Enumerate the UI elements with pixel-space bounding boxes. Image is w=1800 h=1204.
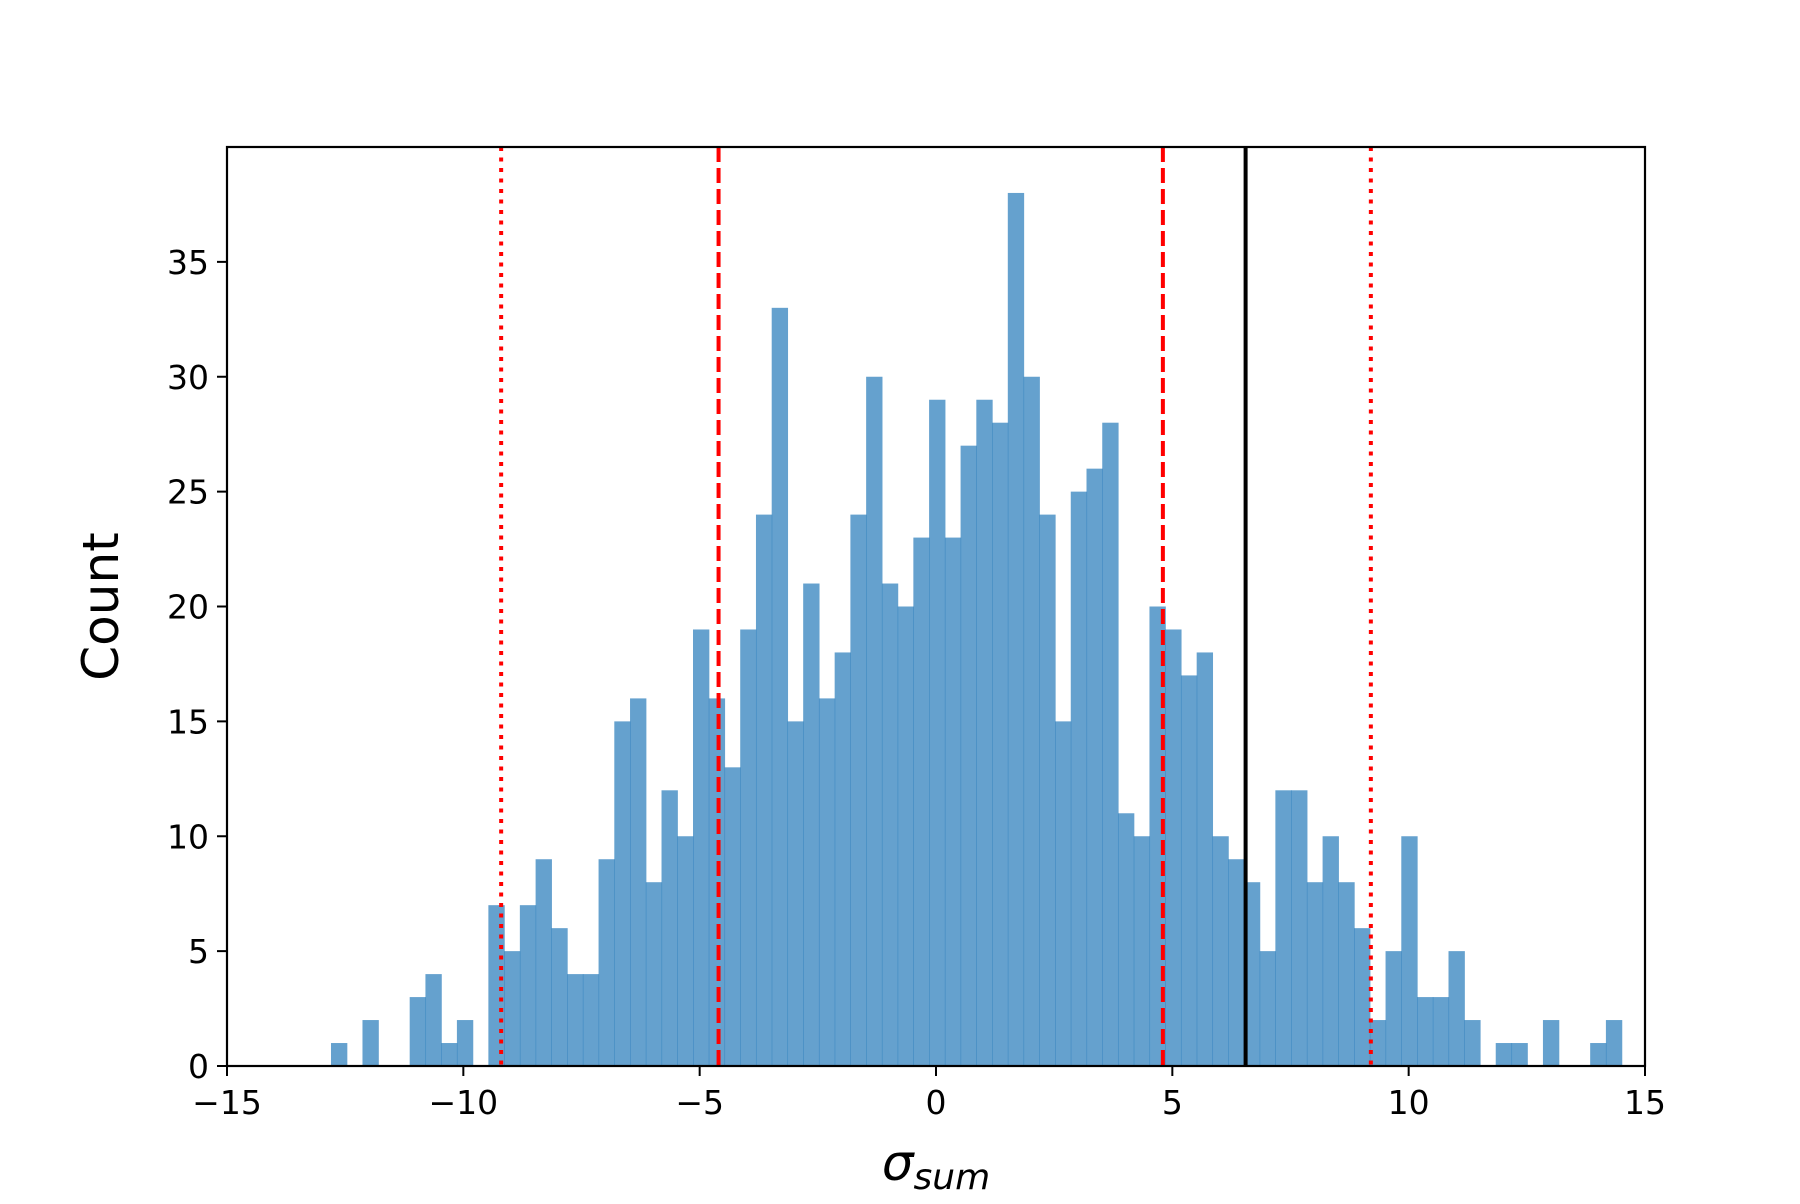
- histogram-bar: [724, 767, 741, 1066]
- histogram-bar: [944, 537, 962, 1066]
- histogram-bar: [850, 514, 867, 1066]
- histogram-bar: [645, 882, 663, 1066]
- histogram-bar: [425, 974, 442, 1066]
- histogram-bar: [818, 698, 836, 1066]
- histogram-bar: [567, 974, 584, 1066]
- histogram-bar: [1464, 1020, 1481, 1066]
- y-tick-label: 30: [167, 358, 209, 397]
- histogram-bar: [976, 399, 993, 1067]
- histogram-bar: [1039, 514, 1056, 1066]
- histogram-bar: [755, 514, 773, 1066]
- histogram-bar: [1117, 813, 1135, 1066]
- x-tick-label: 10: [1388, 1083, 1430, 1122]
- histogram-bar: [1228, 859, 1245, 1066]
- histogram-bar: [1542, 1020, 1560, 1066]
- x-tick-label: 5: [1162, 1083, 1183, 1122]
- histogram-bar: [1275, 790, 1292, 1066]
- histogram-bar: [1070, 491, 1088, 1067]
- y-tick-label: 20: [167, 588, 209, 627]
- histogram-bar: [1605, 1020, 1623, 1066]
- x-tick-label: 0: [926, 1083, 947, 1122]
- histogram-bar: [1007, 192, 1025, 1066]
- histogram-bar: [330, 1043, 348, 1066]
- histogram-bar: [1338, 882, 1355, 1066]
- histogram-bar: [614, 721, 631, 1067]
- histogram-bar: [834, 652, 851, 1066]
- histogram-bar: [519, 905, 537, 1066]
- x-axis-title: σsum: [882, 1134, 990, 1198]
- histogram-bar: [787, 721, 804, 1067]
- histogram-bar: [1165, 629, 1182, 1066]
- histogram-bar: [1133, 836, 1151, 1066]
- histogram-bar: [1495, 1043, 1513, 1066]
- histogram-bar: [677, 836, 694, 1066]
- y-axis-title: Count: [72, 532, 130, 681]
- x-axis-title-subscript: sum: [914, 1157, 991, 1198]
- histogram-bar: [803, 583, 820, 1066]
- y-tick-label: 15: [167, 702, 209, 741]
- reference-lines-layer: [499, 147, 1373, 1066]
- bars-layer: [330, 192, 1623, 1067]
- histogram-bar: [1055, 721, 1072, 1067]
- x-axis-title-symbol: σ: [882, 1134, 915, 1192]
- histogram-bar: [1086, 468, 1103, 1066]
- x-axis: −15 −10 −5 0 5 10 15: [192, 1066, 1666, 1122]
- histogram-bar: [1291, 790, 1308, 1066]
- histogram-bar: [1385, 951, 1402, 1067]
- histogram-bar: [1023, 376, 1040, 1066]
- histogram-bar: [771, 307, 789, 1067]
- histogram-bar: [1417, 997, 1434, 1066]
- histogram-bar: [598, 859, 615, 1066]
- x-tick-label: 15: [1624, 1083, 1666, 1122]
- histogram-bar: [504, 951, 521, 1067]
- histogram-bar: [1511, 1043, 1528, 1066]
- histogram-bar: [1212, 836, 1229, 1066]
- histogram-bar: [1259, 951, 1276, 1067]
- histogram-bar: [551, 928, 568, 1066]
- x-tick-label: −15: [192, 1083, 262, 1122]
- y-tick-label: 25: [167, 473, 209, 512]
- histogram-bar: [693, 629, 710, 1066]
- histogram-bar: [409, 997, 427, 1066]
- histogram-bar: [630, 698, 647, 1066]
- histogram-bar: [441, 1043, 458, 1066]
- histogram-bar: [1243, 882, 1261, 1066]
- histogram-bar: [1590, 1043, 1607, 1066]
- x-tick-label: −5: [675, 1083, 724, 1122]
- histogram-bar: [362, 1020, 379, 1066]
- histogram-bar: [1401, 836, 1418, 1066]
- histogram-bar: [535, 859, 552, 1066]
- histogram-bar: [740, 629, 757, 1066]
- histogram-bar: [1102, 422, 1119, 1066]
- histogram-bar: [456, 1020, 474, 1066]
- histogram-bar: [1322, 836, 1339, 1066]
- y-tick-label: 0: [188, 1047, 209, 1086]
- histogram-bar: [582, 974, 600, 1066]
- histogram-bar: [866, 376, 883, 1066]
- histogram-bar: [1180, 675, 1198, 1066]
- x-tick-label: −10: [429, 1083, 499, 1122]
- histogram-bar: [1306, 882, 1324, 1066]
- histogram-bar: [881, 583, 899, 1066]
- histogram-bar: [897, 606, 914, 1066]
- y-tick-label: 5: [188, 932, 209, 971]
- histogram-bar: [1369, 1020, 1387, 1066]
- histogram-bar: [929, 399, 946, 1067]
- histogram-bar: [960, 445, 977, 1066]
- y-axis: 0 5 10 15 20 25 30 35: [167, 243, 227, 1086]
- histogram-bar: [913, 537, 930, 1066]
- histogram-bar: [661, 790, 678, 1066]
- histogram-bar: [992, 422, 1009, 1066]
- y-tick-label: 35: [167, 243, 209, 282]
- histogram-bar: [1354, 928, 1371, 1066]
- histogram-bar: [1432, 997, 1450, 1066]
- histogram-bar: [1196, 652, 1214, 1066]
- y-tick-label: 10: [167, 817, 209, 856]
- histogram-bar: [1448, 951, 1465, 1067]
